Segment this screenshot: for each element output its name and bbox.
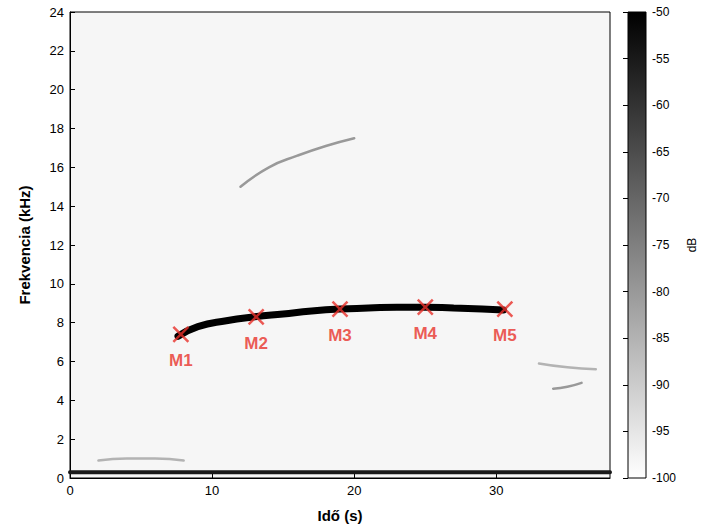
svg-text:10: 10	[205, 483, 219, 498]
svg-text:24: 24	[50, 5, 64, 20]
svg-text:20: 20	[50, 82, 64, 97]
svg-text:Idő (s): Idő (s)	[318, 507, 363, 524]
svg-text:30: 30	[489, 483, 503, 498]
svg-text:0: 0	[66, 483, 73, 498]
svg-text:2: 2	[57, 432, 64, 447]
svg-text:-75: -75	[652, 238, 670, 252]
svg-text:-55: -55	[652, 52, 670, 66]
svg-text:M2: M2	[244, 334, 268, 353]
svg-text:M1: M1	[169, 351, 193, 370]
svg-text:M3: M3	[328, 326, 352, 345]
svg-text:-85: -85	[652, 331, 670, 345]
svg-text:-90: -90	[652, 378, 670, 392]
svg-text:10: 10	[50, 276, 64, 291]
svg-text:22: 22	[50, 43, 64, 58]
svg-text:14: 14	[50, 199, 64, 214]
svg-text:-100: -100	[652, 471, 676, 485]
svg-text:-70: -70	[652, 191, 670, 205]
svg-text:0: 0	[57, 471, 64, 486]
svg-text:20: 20	[347, 483, 361, 498]
svg-text:M5: M5	[493, 326, 517, 345]
svg-text:dB: dB	[685, 238, 699, 253]
svg-text:8: 8	[57, 315, 64, 330]
svg-text:6: 6	[57, 354, 64, 369]
svg-text:-95: -95	[652, 424, 670, 438]
svg-text:-50: -50	[652, 5, 670, 19]
svg-text:12: 12	[50, 238, 64, 253]
svg-text:18: 18	[50, 121, 64, 136]
svg-text:-80: -80	[652, 285, 670, 299]
svg-text:16: 16	[50, 160, 64, 175]
svg-text:-65: -65	[652, 145, 670, 159]
svg-text:-60: -60	[652, 98, 670, 112]
svg-text:4: 4	[57, 393, 64, 408]
svg-text:Frekvencia (kHz): Frekvencia (kHz)	[16, 185, 33, 304]
svg-text:M4: M4	[413, 324, 437, 343]
